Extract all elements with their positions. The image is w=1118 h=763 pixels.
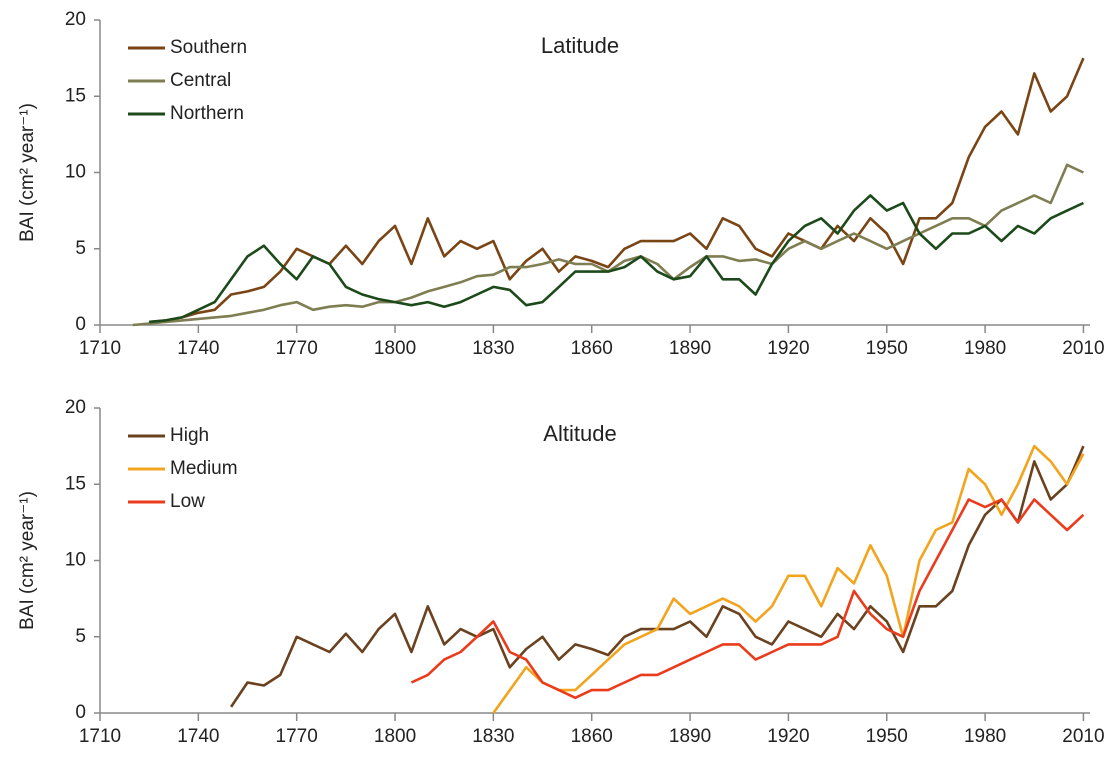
x-tick-label: 1740 xyxy=(177,338,219,359)
legend-label: High xyxy=(170,425,209,446)
y-tick-label: 20 xyxy=(65,9,86,30)
y-tick-label: 5 xyxy=(75,238,86,259)
x-tick-label: 1770 xyxy=(276,338,318,359)
x-tick-label: 1980 xyxy=(964,726,1006,747)
x-tick-label: 1830 xyxy=(472,726,514,747)
y-axis-label: BAI (cm² year⁻¹) xyxy=(17,103,38,242)
y-tick-label: 15 xyxy=(65,473,86,494)
y-tick-label: 10 xyxy=(65,550,86,571)
y-tick-label: 0 xyxy=(75,314,86,335)
y-tick-label: 20 xyxy=(65,397,86,418)
x-tick-label: 1710 xyxy=(79,338,121,359)
data-line xyxy=(230,445,1085,708)
x-tick-label: 1860 xyxy=(571,338,613,359)
data-line xyxy=(410,498,1085,700)
legend-label: Medium xyxy=(170,458,238,479)
x-tick-label: 1830 xyxy=(472,338,514,359)
x-tick-label: 1770 xyxy=(276,726,318,747)
chart-title: Altitude xyxy=(543,421,616,446)
legend-label: Northern xyxy=(170,103,244,124)
x-tick-label: 1920 xyxy=(767,726,809,747)
y-tick-label: 10 xyxy=(65,162,86,183)
y-tick-label: 5 xyxy=(75,626,86,647)
x-tick-label: 1980 xyxy=(964,338,1006,359)
chart-title: Latitude xyxy=(541,33,619,58)
data-line xyxy=(492,444,1085,714)
x-tick-label: 1950 xyxy=(866,726,908,747)
y-axis-label: BAI (cm² year⁻¹) xyxy=(17,491,38,630)
data-line xyxy=(149,57,1085,324)
legend-label: Central xyxy=(170,70,231,91)
x-tick-label: 1860 xyxy=(571,726,613,747)
x-tick-label: 1800 xyxy=(374,338,416,359)
x-tick-label: 1920 xyxy=(767,338,809,359)
x-tick-label: 1950 xyxy=(866,338,908,359)
legend-label: Southern xyxy=(170,37,247,58)
x-tick-label: 1890 xyxy=(669,338,711,359)
data-line xyxy=(149,194,1084,324)
x-tick-label: 2010 xyxy=(1062,726,1104,747)
x-tick-label: 1710 xyxy=(79,726,121,747)
x-tick-label: 1890 xyxy=(669,726,711,747)
x-tick-label: 2010 xyxy=(1062,338,1104,359)
legend-label: Low xyxy=(170,491,205,512)
y-tick-label: 0 xyxy=(75,702,86,723)
x-tick-label: 1740 xyxy=(177,726,219,747)
x-tick-label: 1800 xyxy=(374,726,416,747)
y-tick-label: 15 xyxy=(65,85,86,106)
